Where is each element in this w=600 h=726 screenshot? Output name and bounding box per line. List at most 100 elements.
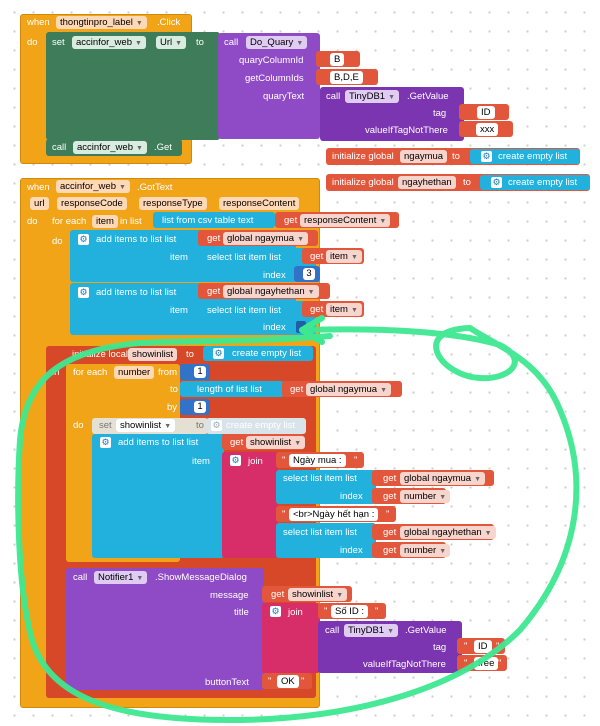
- chevron-down-icon: ▼: [175, 40, 183, 47]
- gear-icon[interactable]: ⚙: [270, 606, 281, 617]
- chevron-down-icon: ▼: [350, 307, 358, 314]
- get-var-dropdown[interactable]: responseContent ▼: [300, 214, 391, 227]
- notifier-call-block[interactable]: [66, 568, 264, 690]
- set-var-dropdown[interactable]: showinlist ▼: [116, 419, 176, 432]
- method-name: .Get: [154, 142, 172, 153]
- get-var-dropdown[interactable]: number ▼: [400, 490, 451, 503]
- chevron-down-icon: ▼: [135, 145, 143, 152]
- item-label: item: [170, 252, 188, 263]
- get-keyword: get: [290, 384, 304, 395]
- procedure-call-block[interactable]: [218, 33, 320, 139]
- tinydb-dropdown[interactable]: TinyDB1 ▼: [345, 90, 400, 103]
- gear-icon[interactable]: ⚙: [211, 420, 222, 431]
- get-var-dropdown[interactable]: item ▼: [326, 303, 362, 316]
- text-value[interactable]: ID: [474, 640, 492, 653]
- quote-mark: ": [496, 641, 500, 652]
- gear-icon[interactable]: ⚙: [491, 177, 502, 188]
- foreach-keyword: for each: [52, 216, 87, 227]
- csv-table-block[interactable]: [153, 212, 275, 228]
- create-empty-list-block[interactable]: [470, 149, 580, 164]
- local-name-field[interactable]: showinlist: [128, 348, 178, 361]
- quote-mark: ": [324, 606, 328, 617]
- get-var-dropdown[interactable]: global ngayhethan ▼: [400, 526, 496, 539]
- init-local-label: initialize local: [72, 349, 128, 360]
- tinydb-dropdown[interactable]: TinyDB1 ▼: [344, 624, 399, 637]
- gear-icon[interactable]: ⚙: [78, 234, 89, 245]
- create-empty-list-block[interactable]: [480, 175, 590, 190]
- get-keyword: get: [310, 251, 324, 262]
- get-var-dropdown[interactable]: global ngaymua ▼: [400, 472, 486, 485]
- create-empty-list-label: create empty list: [232, 348, 302, 359]
- method-name: .ShowMessageDialog: [155, 572, 247, 583]
- global-name-field[interactable]: ngayhethan: [398, 176, 456, 189]
- set-prop-dropdown[interactable]: Url ▼: [156, 36, 187, 49]
- get-keyword: get: [207, 233, 221, 244]
- get-var-dropdown[interactable]: global ngaymua ▼: [223, 232, 309, 245]
- gear-icon[interactable]: ⚙: [213, 348, 224, 359]
- param-url[interactable]: url: [30, 197, 49, 210]
- chevron-down-icon: ▼: [164, 423, 172, 430]
- text-value[interactable]: B,D,E: [330, 71, 363, 84]
- init-global-label: initialize global: [332, 177, 394, 188]
- call-keyword: call: [325, 625, 340, 636]
- procedure-dropdown[interactable]: Do_Quary ▼: [246, 36, 308, 49]
- get-var-dropdown[interactable]: item ▼: [326, 250, 362, 263]
- select-label: select list item list: [207, 305, 281, 316]
- text-value[interactable]: xxx: [476, 123, 499, 136]
- add-items-block[interactable]: [92, 434, 224, 558]
- call-target-dropdown[interactable]: accinfor_web ▼: [73, 141, 147, 154]
- gear-icon[interactable]: ⚙: [481, 151, 492, 162]
- quote-mark: ": [375, 606, 379, 617]
- chevron-down-icon: ▼: [307, 289, 315, 296]
- param-responsecode[interactable]: responseCode: [57, 197, 127, 210]
- param-responsetype[interactable]: responseType: [139, 197, 207, 210]
- tag-label: tag: [433, 108, 447, 119]
- number-value[interactable]: 1: [194, 401, 206, 413]
- text-value[interactable]: ID: [477, 106, 495, 119]
- get-var-dropdown[interactable]: showinlist ▼: [288, 588, 348, 601]
- number-value[interactable]: 3: [303, 268, 315, 280]
- notifier-dropdown[interactable]: Notifier1 ▼: [94, 571, 148, 584]
- loop-var-field[interactable]: number: [114, 366, 155, 379]
- component-dropdown[interactable]: thongtinpro_label ▼: [56, 16, 147, 29]
- text-value[interactable]: OK: [277, 675, 299, 688]
- text-value[interactable]: Ngày mua :: [289, 454, 346, 467]
- select-label: select list item list: [283, 527, 357, 538]
- text-value[interactable]: free: [474, 657, 499, 670]
- loop-var-field[interactable]: item: [92, 215, 118, 228]
- set-target-dropdown[interactable]: accinfor_web ▼: [72, 36, 146, 49]
- text-value[interactable]: B: [330, 53, 345, 66]
- param-responsecontent[interactable]: responseContent: [219, 197, 300, 210]
- global-name-field[interactable]: ngaymua: [400, 150, 448, 163]
- chevron-down-icon: ▼: [135, 20, 143, 27]
- component-dropdown[interactable]: accinfor_web ▼: [56, 180, 130, 193]
- text-value[interactable]: Số ID :: [331, 605, 369, 618]
- from-keyword: from: [158, 367, 177, 378]
- text-value[interactable]: <br>Ngày hết hạn :: [289, 508, 379, 521]
- chevron-down-icon: ▼: [387, 628, 395, 635]
- quote-mark: ": [282, 455, 286, 466]
- get-var-dropdown[interactable]: showinlist ▼: [246, 436, 306, 449]
- chevron-down-icon: ▼: [297, 236, 305, 243]
- get-keyword: get: [383, 491, 397, 502]
- get-keyword: get: [383, 527, 397, 538]
- get-var-dropdown[interactable]: number ▼: [400, 544, 451, 557]
- chevron-down-icon: ▼: [484, 530, 492, 537]
- init-global-label: initialize global: [332, 151, 394, 162]
- number-value[interactable]: 1: [194, 366, 206, 378]
- add-items-label: add items to list list: [96, 287, 177, 298]
- gear-icon[interactable]: ⚙: [100, 437, 111, 448]
- set-url-block[interactable]: [46, 32, 220, 140]
- gear-icon[interactable]: ⚙: [78, 287, 89, 298]
- get-var-dropdown[interactable]: global ngaymua ▼: [306, 383, 392, 396]
- chevron-down-icon: ▼: [118, 184, 126, 191]
- arg-label: getColumnIds: [245, 73, 304, 84]
- quote-mark: ": [268, 676, 272, 687]
- gear-icon[interactable]: ⚙: [230, 455, 241, 466]
- method-name: .GetValue: [405, 625, 447, 636]
- empty-socket[interactable]: [296, 321, 306, 333]
- chevron-down-icon: ▼: [474, 476, 482, 483]
- join-label: join: [288, 607, 303, 618]
- get-keyword: get: [383, 545, 397, 556]
- get-var-dropdown[interactable]: global ngayhethan ▼: [223, 285, 319, 298]
